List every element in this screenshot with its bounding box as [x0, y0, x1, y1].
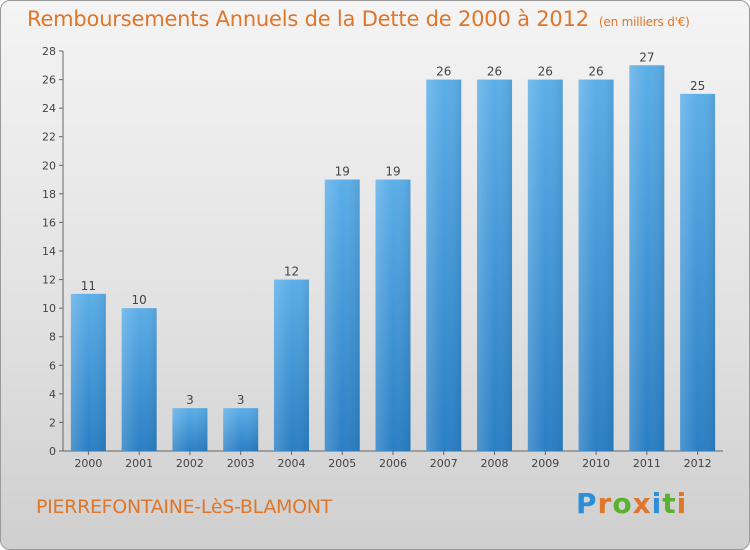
bar-shade	[121, 308, 157, 451]
x-tick-label: 2004	[277, 457, 305, 470]
x-tick-label: 2010	[582, 457, 610, 470]
x-tick-label: 2009	[531, 457, 559, 470]
bar-value-label: 25	[690, 79, 705, 93]
y-tick-label: 22	[42, 131, 56, 144]
bar-shade	[680, 93, 716, 451]
y-tick-label: 14	[42, 245, 56, 258]
x-tick-label: 2003	[227, 457, 255, 470]
y-tick-label: 20	[42, 159, 56, 172]
bar-value-label: 10	[132, 293, 147, 307]
bar-shade	[223, 408, 259, 451]
bar-shade	[375, 179, 411, 452]
bar-shade	[527, 79, 563, 452]
bar-value-label: 19	[385, 165, 400, 179]
y-tick-label: 28	[42, 45, 56, 58]
x-tick-label: 2002	[176, 457, 204, 470]
x-tick-label: 2006	[379, 457, 407, 470]
y-tick-label: 10	[42, 302, 56, 315]
x-tick-label: 2001	[125, 457, 153, 470]
y-tick-label: 18	[42, 188, 56, 201]
bar-value-label: 26	[436, 65, 451, 79]
y-tick-label: 6	[49, 359, 56, 372]
bar-shade	[477, 79, 513, 452]
y-tick-label: 8	[49, 331, 56, 344]
x-tick-label: 2008	[481, 457, 509, 470]
x-tick-label: 2011	[633, 457, 661, 470]
bar-value-label: 19	[335, 165, 350, 179]
bar-value-label: 3	[186, 393, 194, 407]
bar-value-label: 3	[237, 393, 245, 407]
bar-shade	[70, 293, 106, 451]
logo-letter: i	[651, 487, 663, 520]
bar-shade	[578, 79, 614, 452]
x-tick-label: 2005	[328, 457, 356, 470]
chart-title-text: Remboursements Annuels de la Dette de 20…	[27, 7, 589, 31]
y-tick-label: 4	[49, 388, 56, 401]
bar-value-label: 27	[639, 50, 654, 64]
logo-letter: x	[632, 487, 652, 520]
logo-letter: t	[662, 487, 677, 520]
y-tick-label: 26	[42, 74, 56, 87]
bar-shade	[629, 65, 665, 452]
bar-value-label: 26	[487, 65, 502, 79]
chart-unit: (en milliers d'€)	[598, 15, 690, 29]
bar-shade	[172, 408, 208, 451]
y-tick-label: 24	[42, 102, 56, 115]
bar-shade	[426, 79, 462, 452]
y-tick-label: 0	[49, 445, 56, 458]
proxiti-logo: Proxiti	[576, 487, 687, 520]
bar-value-label: 12	[284, 265, 299, 279]
chart-title: Remboursements Annuels de la Dette de 20…	[27, 7, 690, 31]
bar-shade	[324, 179, 360, 452]
logo-letter: o	[612, 487, 633, 520]
bar-shade	[273, 279, 309, 451]
y-tick-label: 2	[49, 416, 56, 429]
logo-letter: r	[597, 487, 613, 520]
y-tick-label: 16	[42, 216, 56, 229]
bar-value-label: 11	[81, 279, 96, 293]
y-tick-label: 12	[42, 274, 56, 287]
bar-value-label: 26	[588, 65, 603, 79]
town-name: PIERREFONTAINE-LèS-BLAMONT	[36, 496, 332, 518]
logo-letter: i	[676, 487, 688, 520]
logo-letter: P	[576, 487, 598, 520]
x-tick-label: 2012	[684, 457, 712, 470]
bar-value-label: 26	[538, 65, 553, 79]
x-tick-label: 2007	[430, 457, 458, 470]
x-tick-label: 2000	[74, 457, 102, 470]
